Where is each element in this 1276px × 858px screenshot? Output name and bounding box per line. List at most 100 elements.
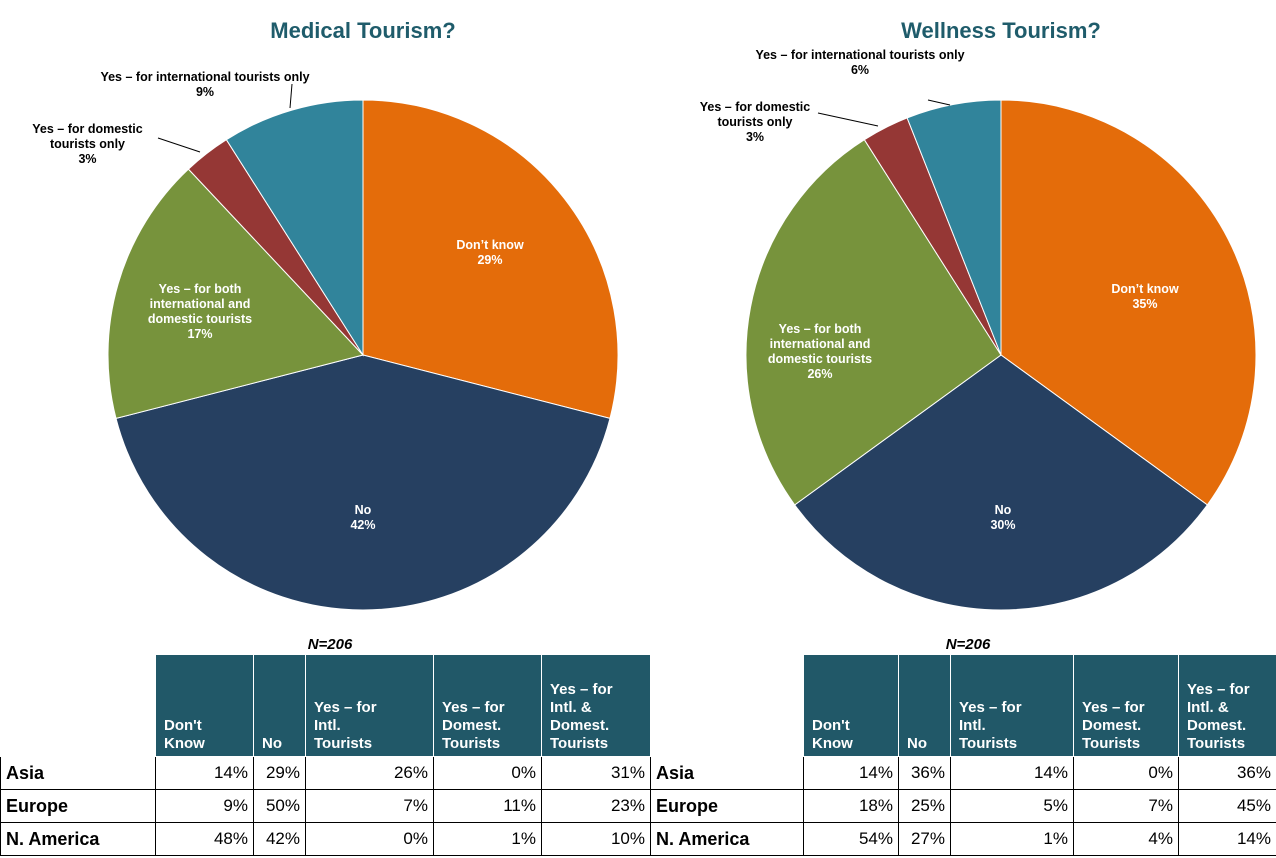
slice-value: 17% (187, 327, 213, 341)
leader-line (157, 137, 201, 153)
slice-label-box: Don’t know 29% (430, 238, 550, 268)
header-row: Don't Know No Yes – for Intl. Tourists Yes … (650, 654, 1276, 757)
table-cell: 14% (803, 756, 899, 790)
table-cell: 10% (541, 822, 651, 856)
table-cell: 25% (898, 789, 951, 823)
column-header-text: Don't Know (164, 717, 205, 752)
column-header-text: Yes – for Intl. Tourists (959, 699, 1022, 752)
column-header-text: Yes – for Intl. Tourists (314, 699, 377, 752)
table-row: Asia 14% 29% 26% 0% 31% (0, 756, 651, 790)
row-header: Asia (0, 756, 156, 790)
table-cell: 26% (305, 756, 434, 790)
table-row: Europe 9% 50% 7% 11% 23% (0, 789, 651, 823)
column-header: Yes – for Domest. Tourists (433, 654, 542, 757)
slice-value: 35% (1132, 297, 1158, 311)
slice-name: No (994, 503, 1012, 517)
table-cell: 0% (433, 756, 542, 790)
table-cell: 0% (305, 822, 434, 856)
row-header: Asia (650, 756, 804, 790)
column-header: Yes – for Intl. Tourists (950, 654, 1074, 757)
slice-value: 42% (350, 518, 376, 532)
slice-value: 6% (850, 63, 870, 77)
table-cell: 11% (433, 789, 542, 823)
column-header-text: Don't Know (812, 717, 853, 752)
pie-slice (745, 139, 1002, 506)
table-cell: 27% (898, 822, 951, 856)
table-row: Europe 18% 25% 5% 7% 45% (650, 789, 1276, 823)
table-cell: 23% (541, 789, 651, 823)
header-row: Don't Know No Yes – for Intl. Tourists Yes … (0, 654, 651, 757)
table-cell: 29% (253, 756, 306, 790)
table-cell: 4% (1073, 822, 1179, 856)
slice-value: 9% (195, 85, 215, 99)
chart-title: Medical Tourism? (270, 18, 455, 43)
slice-label-box: No 30% (963, 503, 1043, 533)
slice-value: 26% (807, 367, 833, 381)
column-header-text: Yes – for Intl. & Domest. Tourists (1187, 681, 1250, 752)
column-header: Don't Know (155, 654, 254, 757)
row-header: N. America (650, 822, 804, 856)
header-blank (0, 654, 156, 757)
slice-label-box: Yes – for both international and domesti… (745, 322, 895, 382)
table-row: N. America 48% 42% 0% 1% 10% (0, 822, 651, 856)
table-cell: 36% (1178, 756, 1276, 790)
slice-name: Don’t know (456, 238, 524, 252)
slice-label-box: No 42% (323, 503, 403, 533)
table-cell: 18% (803, 789, 899, 823)
slice-value: 3% (745, 130, 765, 144)
table-cell: 0% (1073, 756, 1179, 790)
slice-name: Yes – for international tourists only (755, 48, 965, 62)
table-cell: 14% (155, 756, 254, 790)
row-header: Europe (650, 789, 804, 823)
table-cell: 1% (950, 822, 1074, 856)
leader-line (927, 99, 951, 106)
leader-line (289, 83, 293, 109)
column-header: No (253, 654, 306, 757)
table-cell: 5% (950, 789, 1074, 823)
table-title: N=206 (945, 636, 991, 653)
pie-slice (115, 354, 611, 611)
table-cell: 7% (1073, 789, 1179, 823)
header-blank (650, 654, 804, 757)
slice-name: Yes – for domestic tourists only (699, 100, 811, 129)
column-header-text: Yes – for Domest. Tourists (1082, 699, 1145, 752)
table-cell: 54% (803, 822, 899, 856)
column-header-text: Yes – for Intl. & Domest. Tourists (550, 681, 613, 752)
slice-label-box: Yes – for both international and domesti… (125, 282, 275, 342)
pie-slice (906, 99, 1002, 356)
slice-label-box: Yes – for domestic tourists only 3% (25, 122, 150, 167)
data-table: Don't Know No Yes – for Intl. Tourists Yes … (650, 654, 1276, 856)
slice-label-box: Yes – for domestic tourists only 3% (685, 100, 825, 145)
slice-name: Yes – for both international and domesti… (767, 322, 873, 366)
column-header-text: Yes – for Domest. Tourists (442, 699, 505, 752)
table-cell: 36% (898, 756, 951, 790)
slice-value: 3% (78, 152, 97, 166)
pie-slice (225, 99, 364, 357)
column-header: Yes – for Intl. & Domest. Tourists (1178, 654, 1276, 757)
table-cell: 14% (1178, 822, 1276, 856)
table-cell: 42% (253, 822, 306, 856)
table-title: N=206 (307, 636, 353, 653)
table-cell: 50% (253, 789, 306, 823)
slice-label: Yes – for both international and domesti… (125, 282, 275, 342)
chart-title: Wellness Tourism? (901, 18, 1101, 43)
slice-value: 29% (477, 253, 503, 267)
row-header: Europe (0, 789, 156, 823)
slice-label-box: Don’t know 35% (1085, 282, 1205, 312)
pie-slice (362, 99, 619, 420)
pie-slice (1000, 99, 1257, 506)
column-header: Yes – for Domest. Tourists (1073, 654, 1179, 757)
table-cell: 48% (155, 822, 254, 856)
table-cell: 1% (433, 822, 542, 856)
table-cell: 45% (1178, 789, 1276, 823)
table-row: N. America 54% 27% 1% 4% 14% (650, 822, 1276, 856)
